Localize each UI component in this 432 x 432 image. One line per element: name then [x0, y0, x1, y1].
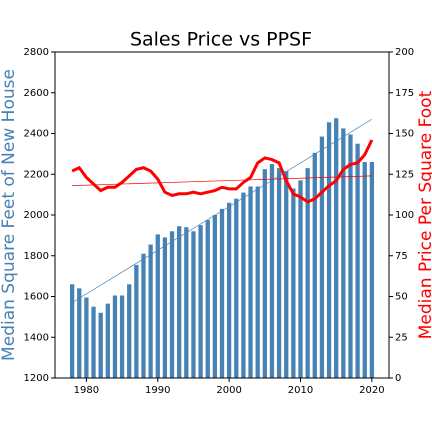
bar — [105, 303, 110, 378]
bar — [255, 186, 260, 378]
bar — [291, 188, 296, 378]
bar — [98, 312, 103, 378]
bar — [341, 128, 346, 378]
trendline — [72, 175, 372, 187]
bar — [355, 143, 360, 378]
bar — [219, 208, 225, 378]
bar — [305, 168, 310, 378]
y-tick-label: 1400 — [24, 332, 49, 343]
bar — [77, 288, 82, 378]
y2-tick-label: 100 — [395, 210, 414, 221]
x-tick-label: 1980 — [74, 385, 99, 396]
bar — [234, 198, 239, 378]
bar — [69, 284, 75, 378]
bar — [205, 220, 210, 378]
x-tick-label: 2000 — [216, 385, 241, 396]
bar — [334, 118, 339, 378]
y2-tick-label: 50 — [395, 292, 408, 303]
y-axis-label: Median Square Feet of New House — [0, 69, 19, 361]
bar — [269, 164, 275, 378]
bar — [191, 231, 196, 378]
bar — [284, 171, 289, 378]
bar — [134, 264, 139, 378]
y-tick-label: 2400 — [24, 129, 49, 140]
bar — [312, 152, 317, 378]
bar — [91, 306, 96, 378]
bar — [162, 237, 168, 378]
y-tick-label: 1600 — [24, 292, 49, 303]
y-tick-label: 1200 — [24, 373, 49, 384]
bar — [326, 122, 332, 378]
y-tick-label: 2800 — [24, 47, 49, 58]
y2-tick-label: 0 — [395, 373, 401, 384]
bar — [177, 226, 182, 378]
y-tick-label: 1800 — [24, 251, 49, 262]
y-tick-label: 2600 — [24, 88, 49, 99]
y2-tick-label: 125 — [395, 169, 414, 180]
bar — [148, 244, 153, 378]
bar — [362, 162, 367, 378]
y2-tick-label: 75 — [395, 251, 408, 262]
bar — [319, 136, 325, 378]
x-tick-label: 2020 — [359, 385, 384, 396]
bar — [141, 253, 146, 378]
bar — [84, 297, 89, 378]
trendline — [71, 118, 373, 303]
y2-tick-label: 150 — [395, 129, 414, 140]
bar — [298, 180, 303, 378]
bar — [169, 231, 175, 378]
bar — [127, 284, 132, 378]
bar — [212, 215, 218, 378]
bar — [112, 295, 118, 378]
y2-tick-label: 175 — [395, 88, 414, 99]
bar — [248, 186, 253, 378]
bar — [262, 169, 267, 378]
y2-tick-label: 25 — [395, 332, 408, 343]
chart-title: Sales Price vs PPSF — [130, 29, 312, 51]
bar — [155, 234, 160, 378]
x-tick-label: 2010 — [288, 385, 313, 396]
y2-tick-label: 200 — [395, 47, 414, 58]
x-tick-label: 1990 — [145, 385, 170, 396]
line — [71, 139, 374, 204]
bar — [119, 295, 125, 378]
y-tick-label: 2200 — [24, 169, 49, 180]
bar — [241, 192, 246, 378]
y-tick-label: 2000 — [24, 210, 49, 221]
bar — [369, 162, 375, 378]
y2-axis-label: Median Price Per Square Foot — [416, 90, 432, 339]
bar — [184, 227, 189, 378]
bar — [348, 134, 353, 378]
bar — [226, 202, 232, 378]
bar — [276, 168, 282, 378]
bar — [198, 225, 203, 378]
